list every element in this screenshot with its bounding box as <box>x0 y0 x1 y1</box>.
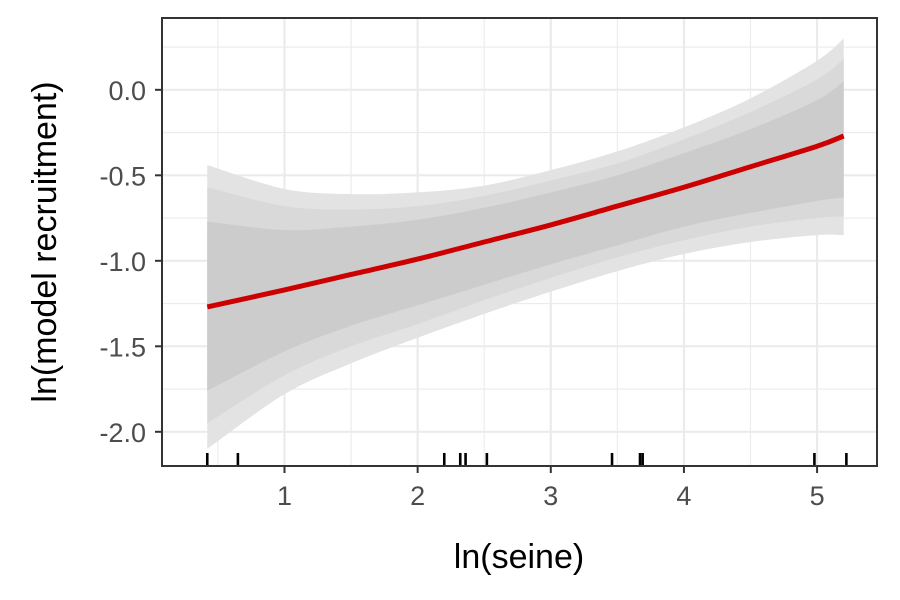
rug-marks <box>205 453 848 466</box>
x-tick-label: 4 <box>676 481 691 511</box>
y-tick-label: -1.5 <box>99 332 146 362</box>
y-tick-label: -0.5 <box>99 161 146 191</box>
fit-line-group <box>206 133 845 310</box>
x-tick-label: 5 <box>810 481 825 511</box>
confidence-band-inner <box>207 81 844 391</box>
x-axis: 1 2 3 4 5 <box>277 466 825 511</box>
x-tick-label: 1 <box>277 481 292 511</box>
plot-border <box>161 17 878 467</box>
x-axis-title: ln(seine) <box>454 538 584 576</box>
y-axis-title: ln(model recruitment) <box>26 81 64 402</box>
confidence-bands <box>207 38 844 449</box>
x-tick-label: 3 <box>543 481 558 511</box>
x-tick-label: 2 <box>410 481 425 511</box>
y-tick-label: -2.0 <box>99 418 146 448</box>
y-axis: 0.0 -0.5 -1.0 -1.5 -2.0 <box>99 76 162 448</box>
y-tick-label: 0.0 <box>108 76 146 106</box>
y-tick-label: -1.0 <box>99 247 146 277</box>
fit-line <box>206 133 845 310</box>
